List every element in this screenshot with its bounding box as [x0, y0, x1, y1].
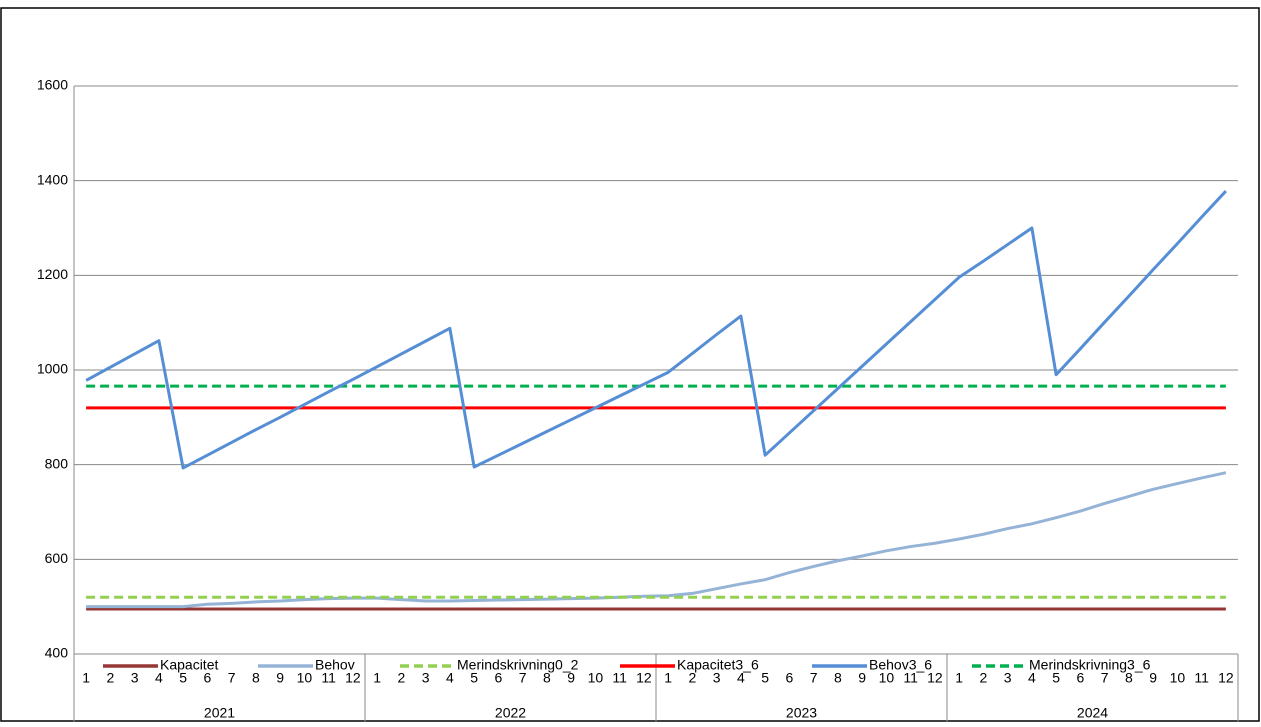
legend-label: Kapacitet3_6: [677, 657, 759, 673]
group-label: 2022: [495, 705, 526, 721]
x-tick-label: 11: [903, 670, 918, 686]
x-tick-label: 11: [1194, 670, 1209, 686]
x-tick-label: 1: [373, 670, 381, 686]
x-tick-label: 3: [422, 670, 430, 686]
x-tick-label: 6: [203, 670, 211, 686]
x-tick-label: 12: [1218, 670, 1234, 686]
x-tick-label: 11: [612, 670, 627, 686]
x-tick-label: 9: [567, 670, 575, 686]
group-label: 2023: [786, 705, 817, 721]
x-tick-label: 1: [955, 670, 963, 686]
x-tick-label: 4: [737, 670, 745, 686]
x-tick-label: 5: [179, 670, 187, 686]
x-tick-label: 7: [519, 670, 527, 686]
y-tick-label: 800: [45, 455, 69, 471]
x-tick-label: 6: [494, 670, 502, 686]
x-tick-label: 10: [588, 670, 604, 686]
y-tick-label: 1200: [37, 266, 68, 282]
x-tick-label: 7: [810, 670, 818, 686]
x-tick-label: 9: [276, 670, 284, 686]
x-tick-label: 12: [636, 670, 652, 686]
chart-frame: [0, 7, 1260, 722]
series-line: [85, 190, 1227, 470]
y-tick-label: 1400: [37, 171, 68, 187]
legend-label: Kapacitet: [160, 657, 218, 673]
x-tick-label: 3: [713, 670, 721, 686]
x-tick-label: 8: [252, 670, 260, 686]
y-tick-label: 1600: [37, 77, 68, 93]
x-tick-label: 2: [688, 670, 696, 686]
x-tick-label: 9: [1149, 670, 1157, 686]
x-tick-label: 3: [1004, 670, 1012, 686]
y-tick-label: 600: [45, 550, 69, 566]
x-tick-label: 11: [321, 670, 336, 686]
x-tick-label: 12: [927, 670, 943, 686]
x-tick-label: 1: [82, 670, 90, 686]
legend-label: Behov3_6: [869, 657, 932, 673]
x-tick-label: 8: [1125, 670, 1133, 686]
x-tick-label: 2: [979, 670, 987, 686]
x-tick-label: 9: [858, 670, 866, 686]
x-tick-label: 7: [1101, 670, 1109, 686]
x-tick-label: 5: [1052, 670, 1060, 686]
series-line: [86, 471, 1227, 609]
x-tick-label: 5: [470, 670, 478, 686]
legend-label: Merindskrivning0_2: [457, 657, 579, 673]
x-tick-label: 1: [664, 670, 672, 686]
x-tick-label: 10: [879, 670, 895, 686]
x-tick-label: 8: [834, 670, 842, 686]
legend-label: Merindskrivning3_6: [1029, 657, 1151, 673]
x-tick-label: 4: [446, 670, 454, 686]
x-tick-label: 12: [345, 670, 361, 686]
x-tick-label: 2: [397, 670, 405, 686]
x-tick-label: 4: [155, 670, 163, 686]
group-label: 2021: [204, 705, 235, 721]
x-tick-label: 2: [106, 670, 114, 686]
legend-label: Behov: [315, 657, 355, 673]
x-tick-label: 10: [297, 670, 313, 686]
x-tick-label: 6: [785, 670, 793, 686]
x-tick-label: 7: [228, 670, 236, 686]
x-tick-label: 10: [1170, 670, 1186, 686]
x-tick-label: 6: [1076, 670, 1084, 686]
x-tick-label: 4: [1028, 670, 1036, 686]
y-tick-label: 1000: [37, 361, 68, 377]
x-tick-label: 3: [131, 670, 139, 686]
y-tick-label: 400: [45, 645, 69, 661]
x-tick-label: 5: [761, 670, 769, 686]
x-tick-label: 8: [543, 670, 551, 686]
group-label: 2024: [1077, 705, 1108, 721]
